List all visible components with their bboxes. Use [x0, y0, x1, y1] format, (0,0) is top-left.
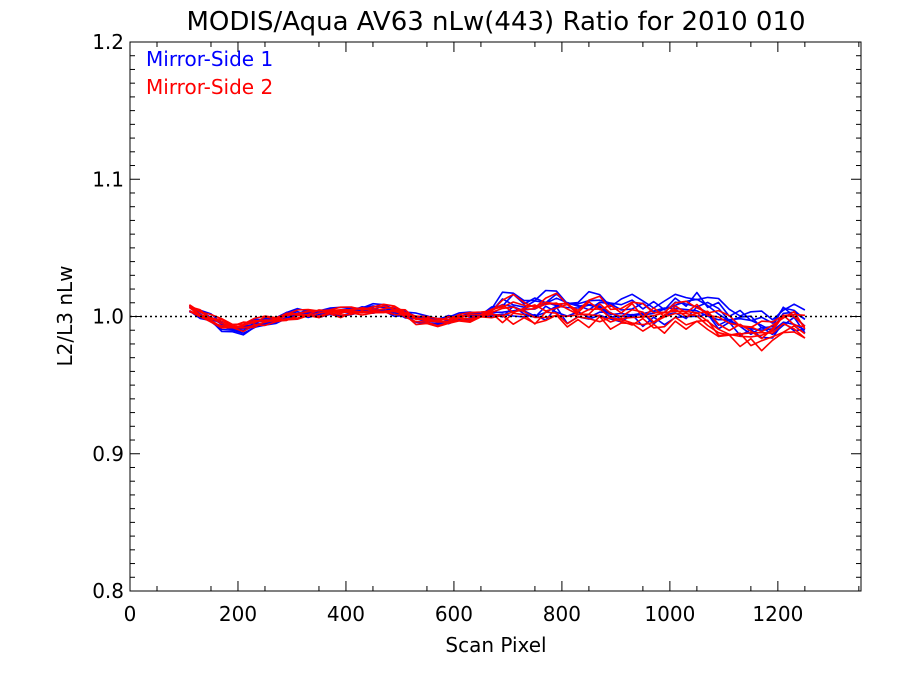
x-tick-label: 200 [219, 602, 257, 626]
series-line-mirror-side-1-trace-7 [189, 289, 806, 330]
chart-title: MODIS/Aqua AV63 nLw(443) Ratio for 2010 … [186, 7, 805, 37]
series-layer [188, 289, 806, 352]
x-tick-label: 1200 [752, 602, 803, 626]
tick-layer: 0 200 400 600 800 1000 1200 0.8 0.9 1.0 1.1 1.2 [92, 30, 861, 626]
x-tick-label: 1000 [644, 602, 695, 626]
series-line-mirror-side-2-trace-1 [189, 310, 806, 352]
y-tick-label: 1.0 [92, 305, 124, 329]
y-tick-label: 1.1 [92, 167, 124, 191]
y-tick-label: 1.2 [92, 30, 124, 54]
series-line-mirror-side-2-trace-3 [188, 306, 806, 339]
y-axis-label: L2/L3 nLw [53, 265, 77, 366]
legend-label-mirror-side-1: Mirror-Side 1 [146, 47, 273, 71]
x-tick-label: 400 [327, 602, 365, 626]
x-tick-label: 0 [124, 602, 137, 626]
y-tick-label: 0.8 [92, 579, 124, 603]
x-tick-label: 600 [435, 602, 473, 626]
x-tick-label: 800 [543, 602, 581, 626]
series-line-mirror-side-2-trace-7 [188, 292, 805, 329]
legend-label-mirror-side-2: Mirror-Side 2 [146, 75, 273, 99]
x-axis-label: Scan Pixel [445, 633, 546, 657]
y-tick-label: 0.9 [92, 442, 124, 466]
